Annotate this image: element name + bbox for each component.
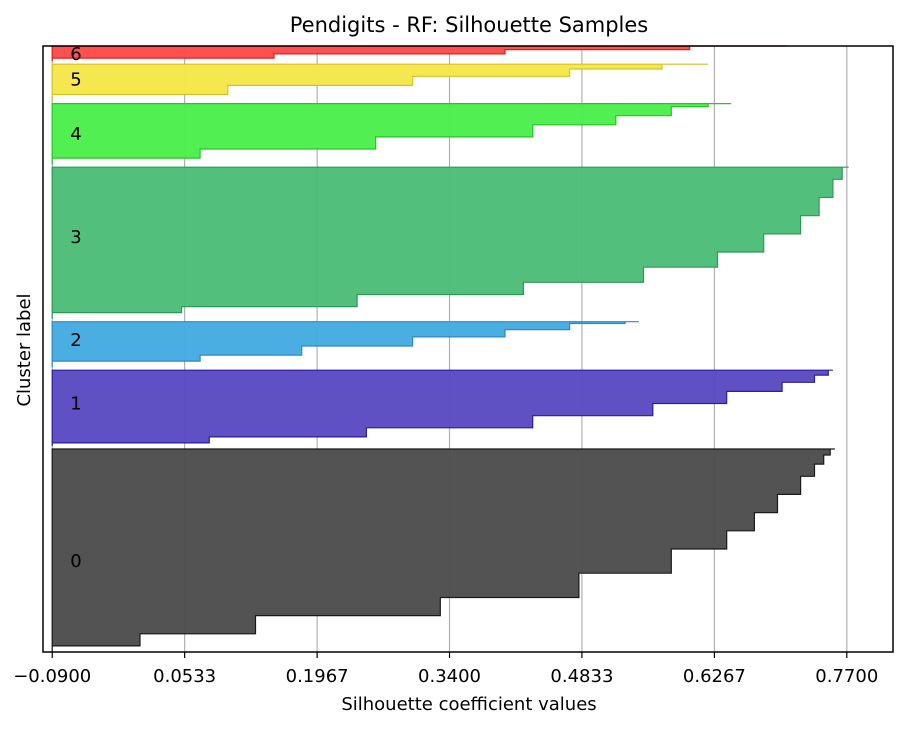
cluster-labels: 0 1 2 3 4 5 6 [70, 44, 81, 572]
x-tick-label: 0.0533 [153, 666, 216, 687]
cluster-5-silhouette [51, 63, 709, 101]
cluster-4-silhouette [51, 103, 732, 165]
x-tick-label: 0.6267 [683, 666, 746, 687]
y-axis-label: Cluster label [14, 293, 35, 406]
x-tick-label: 0.4833 [550, 666, 613, 687]
cluster-label-0: 0 [70, 551, 81, 572]
cluster-label-5: 5 [70, 69, 81, 90]
cluster-label-4: 4 [70, 124, 81, 145]
x-axis-label: Silhouette coefficient values [341, 694, 596, 715]
cluster-label-2: 2 [70, 330, 81, 351]
x-tick-label: 0.1967 [286, 666, 349, 687]
cluster-label-3: 3 [70, 227, 81, 248]
plot-frame [42, 45, 894, 653]
cluster-2-silhouette [51, 321, 639, 368]
cluster-label-6: 6 [70, 44, 81, 65]
x-tick-label: 0.3400 [418, 666, 481, 687]
cluster-label-1: 1 [70, 394, 81, 415]
silhouette-areas [51, 45, 849, 652]
cluster-0-silhouette [51, 448, 835, 652]
x-tick-label: 0.7700 [815, 666, 878, 687]
cluster-3-silhouette [51, 166, 849, 319]
x-tick-label: −0.0900 [13, 666, 91, 687]
chart-title: Pendigits - RF: Silhouette Samples [290, 13, 649, 37]
cluster-1-silhouette [51, 369, 833, 446]
x-axis-ticks: −0.0900 0.0533 0.1967 0.3400 0.4833 0.6267 0.7… [13, 652, 878, 687]
